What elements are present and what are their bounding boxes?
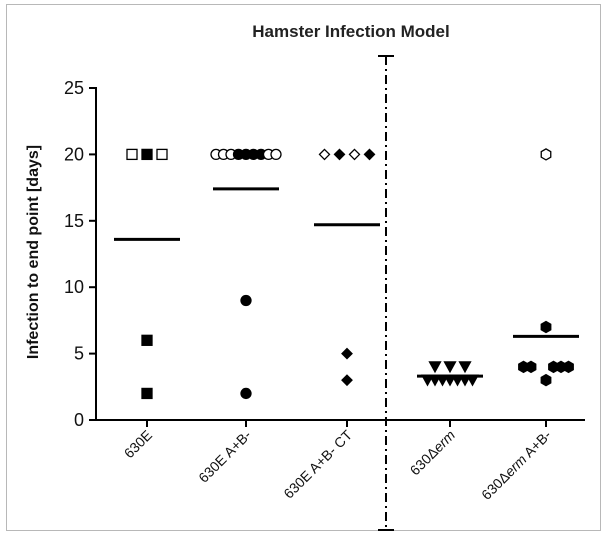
- y-tick-label: 0: [74, 410, 84, 430]
- y-tick-label: 20: [64, 144, 84, 164]
- data-point-square: [141, 334, 153, 346]
- data-point-circle: [240, 387, 252, 400]
- data-point-triangle: [428, 361, 442, 374]
- data-point-hexagon: [540, 148, 552, 161]
- data-point-hexagon: [540, 373, 552, 387]
- data-point-hexagon: [563, 360, 574, 374]
- tick-group: 0 5 10 15 20 25: [64, 78, 547, 430]
- data-point-diamond: [363, 148, 376, 161]
- y-tick-label: 15: [64, 211, 84, 231]
- series-group: [210, 148, 282, 400]
- x-tick-label-part: 630E A+B-: [195, 427, 254, 486]
- data-marks: [114, 148, 579, 400]
- data-point-triangle: [458, 361, 472, 374]
- series-group: [513, 148, 579, 387]
- y-tick-label: 10: [64, 277, 84, 297]
- y-tick-label: 5: [74, 344, 84, 364]
- data-point-hexagon: [540, 320, 552, 334]
- data-point-square: [126, 148, 138, 161]
- series-group: [417, 361, 483, 387]
- data-point-circle: [270, 148, 282, 161]
- x-tick-label: 630E A+B- CT: [280, 426, 355, 501]
- data-point-hexagon: [525, 360, 537, 374]
- data-point-square: [141, 148, 153, 161]
- x-tick-label: 630Δerm A+B-: [478, 427, 554, 503]
- data-point-square: [156, 148, 168, 161]
- y-tick-label: 25: [64, 78, 84, 98]
- series-group: [314, 148, 380, 387]
- x-tick-label: 630Δerm: [407, 427, 459, 479]
- y-axis-label: Infection to end point [days]: [25, 145, 42, 359]
- data-point-triangle: [443, 361, 457, 374]
- figure-frame: [6, 4, 601, 531]
- data-point-square: [141, 387, 153, 400]
- axes-group: [95, 87, 585, 421]
- series-group: [114, 148, 180, 400]
- chart-title: Hamster Infection Model: [252, 22, 449, 41]
- x-tick-label-part: 630E A+B- CT: [280, 426, 355, 501]
- x-tick-labels: 630E 630E A+B- 630E A+B- CT 630Δerm 630Δerm …: [121, 426, 555, 502]
- data-point-diamond: [341, 347, 353, 360]
- x-tick-label: 630E A+B-: [195, 427, 254, 486]
- data-point-diamond: [341, 374, 353, 387]
- x-tick-label: 630E: [121, 427, 155, 461]
- x-tick-label-part: A+B-: [518, 427, 554, 463]
- data-point-diamond: [333, 148, 346, 161]
- data-point-circle: [240, 294, 252, 307]
- divider-group: [378, 55, 394, 531]
- x-tick-label-part: 630E: [121, 427, 155, 461]
- data-point-diamond: [318, 148, 331, 161]
- data-point-diamond: [348, 148, 361, 161]
